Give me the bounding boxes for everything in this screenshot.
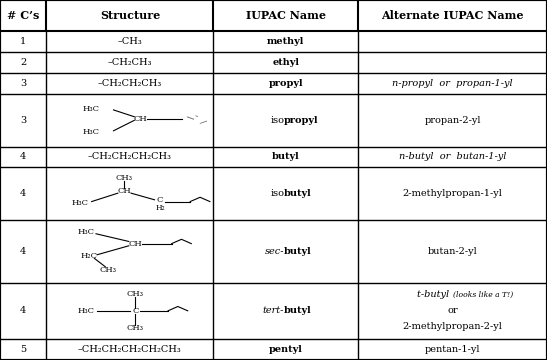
Text: C: C [157,196,163,204]
Text: butyl: butyl [284,306,312,315]
Text: CH₃: CH₃ [127,290,144,298]
Text: 3: 3 [20,116,26,125]
Text: butan-2-yl: butan-2-yl [428,247,478,256]
Text: propyl: propyl [269,79,303,88]
Text: –CH₂CH₂CH₂CH₂CH₃: –CH₂CH₂CH₂CH₂CH₃ [78,345,182,354]
Text: CH₃: CH₃ [127,324,144,332]
Text: CH: CH [118,187,131,195]
Text: H₃C: H₃C [77,307,95,315]
Text: CH: CH [129,240,142,248]
Text: H₃C: H₃C [83,128,100,136]
Text: 4: 4 [20,189,26,198]
Text: tert-: tert- [263,306,284,315]
Text: –CH₂CH₂CH₂CH₃: –CH₂CH₂CH₂CH₃ [88,153,172,162]
Text: iso: iso [270,116,284,125]
Text: or: or [447,306,458,315]
Text: 3: 3 [20,79,26,88]
Text: propan-2-yl: propan-2-yl [424,116,481,125]
Text: # C’s: # C’s [7,10,39,21]
Text: CH: CH [134,114,148,122]
Text: H₃C: H₃C [83,105,100,113]
Text: sec-: sec- [265,247,284,256]
Text: pentan-1-yl: pentan-1-yl [425,345,480,354]
Text: CH₃: CH₃ [116,174,133,182]
Text: 2-methylpropan-1-yl: 2-methylpropan-1-yl [403,189,503,198]
Text: Alternate IUPAC Name: Alternate IUPAC Name [381,10,524,21]
Text: Structure: Structure [100,10,160,21]
Text: 1: 1 [20,37,26,46]
Text: H₂C: H₂C [80,252,97,260]
Text: (looks like a T!): (looks like a T!) [453,291,513,299]
Text: C: C [132,307,138,315]
Text: iso: iso [270,189,284,198]
Text: IUPAC Name: IUPAC Name [246,10,326,21]
Text: n-butyl  or  butan-1-yl: n-butyl or butan-1-yl [399,153,507,162]
Text: butyl: butyl [284,189,312,198]
Text: ethyl: ethyl [272,58,299,67]
Text: 2: 2 [20,58,26,67]
Text: –CH₃: –CH₃ [118,37,142,46]
Text: H₃C: H₃C [77,228,95,236]
Text: 4: 4 [20,247,26,256]
Text: 5: 5 [20,345,26,354]
Text: —: — [198,116,209,127]
Text: pentyl: pentyl [269,345,302,354]
Text: 2-methylpropan-2-yl: 2-methylpropan-2-yl [403,322,503,331]
Text: –CH₂CH₂CH₃: –CH₂CH₂CH₃ [98,79,162,88]
Text: methyl: methyl [267,37,305,46]
Text: 4: 4 [20,153,26,162]
Text: n-propyl  or  propan-1-yl: n-propyl or propan-1-yl [392,79,513,88]
Text: t-butyl: t-butyl [417,291,453,300]
Text: CH₃: CH₃ [100,266,117,274]
Text: H₂: H₂ [155,204,165,212]
Text: butyl: butyl [272,153,300,162]
Text: 4: 4 [20,306,26,315]
Text: H₃C: H₃C [72,199,89,207]
Text: —¯: —¯ [184,113,199,125]
Text: butyl: butyl [284,247,312,256]
Text: –CH₂CH₃: –CH₂CH₃ [108,58,152,67]
Text: propyl: propyl [284,116,319,125]
